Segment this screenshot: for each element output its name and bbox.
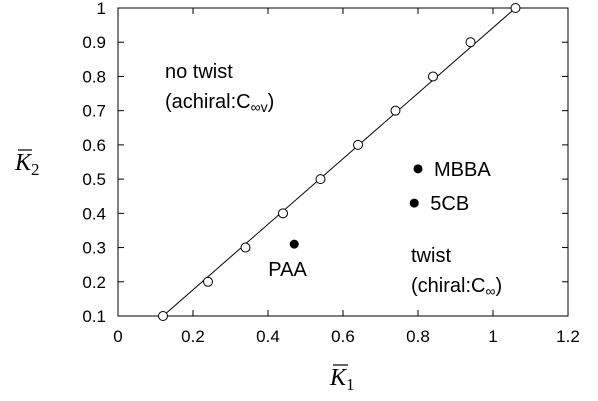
- material-label: MBBA: [434, 159, 491, 181]
- x-tick-label: 0.8: [406, 327, 430, 346]
- boundary-line: [162, 7, 516, 317]
- x-tick-label: 0.6: [331, 327, 355, 346]
- open-circle-point: [278, 208, 288, 219]
- material-point: [413, 164, 423, 174]
- plot-frame: [117, 7, 569, 317]
- x-tick-label: 1.2: [556, 327, 580, 346]
- x-tick-label: 0.4: [256, 327, 280, 346]
- annotation-no-twist: no twist: [165, 61, 233, 83]
- svg-text:K1: K1: [329, 365, 355, 394]
- open-circle-point: [240, 242, 251, 253]
- y-tick-label: 0.8: [82, 67, 106, 86]
- y-axis-ticks: 0.1 0.2 0.3 0.4 0.5 0.6 0.7 0.8 0.9 1: [82, 0, 568, 326]
- annotation-achiral: (achiral:C∞v): [165, 91, 274, 115]
- material-label: 5CB: [430, 193, 469, 215]
- x-axis-ticks: 0 0.2 0.4 0.6 0.8 1 1.2: [113, 8, 580, 346]
- material-points: PAA MBBA 5CB: [268, 159, 491, 281]
- y-tick-label: 0.1: [82, 307, 106, 326]
- open-circle-point: [390, 105, 401, 116]
- y-tick-label: 0.6: [82, 136, 106, 155]
- svg-text:K2: K2: [14, 150, 40, 179]
- y-axis-label: K2: [14, 149, 40, 179]
- y-tick-label: 0.4: [82, 204, 106, 223]
- open-circle-point: [353, 139, 363, 150]
- open-circle-point: [428, 71, 438, 82]
- y-tick-label: 0.9: [82, 33, 106, 52]
- open-circle-point: [203, 276, 213, 287]
- x-axis-label: K1: [329, 364, 355, 394]
- material-point: [409, 198, 419, 208]
- y-tick-label: 0.5: [82, 170, 106, 189]
- open-circle-point: [158, 311, 168, 321]
- x-tick-label: 1: [488, 327, 497, 346]
- material-label: PAA: [268, 259, 307, 281]
- open-circle-point: [510, 3, 521, 13]
- y-tick-label: 0.2: [82, 273, 106, 292]
- annotation-twist: twist: [411, 245, 451, 267]
- material-point: [289, 239, 299, 249]
- annotation-chiral: (chiral:C∞): [411, 275, 502, 299]
- x-tick-label: 0: [113, 327, 122, 346]
- x-tick-label: 0.2: [181, 327, 205, 346]
- y-tick-label: 0.7: [82, 102, 106, 121]
- open-circle-point: [465, 37, 476, 48]
- y-tick-label: 1: [97, 0, 106, 18]
- open-circle-point: [315, 174, 326, 185]
- y-tick-label: 0.3: [82, 239, 106, 258]
- open-circle-series: [158, 3, 521, 321]
